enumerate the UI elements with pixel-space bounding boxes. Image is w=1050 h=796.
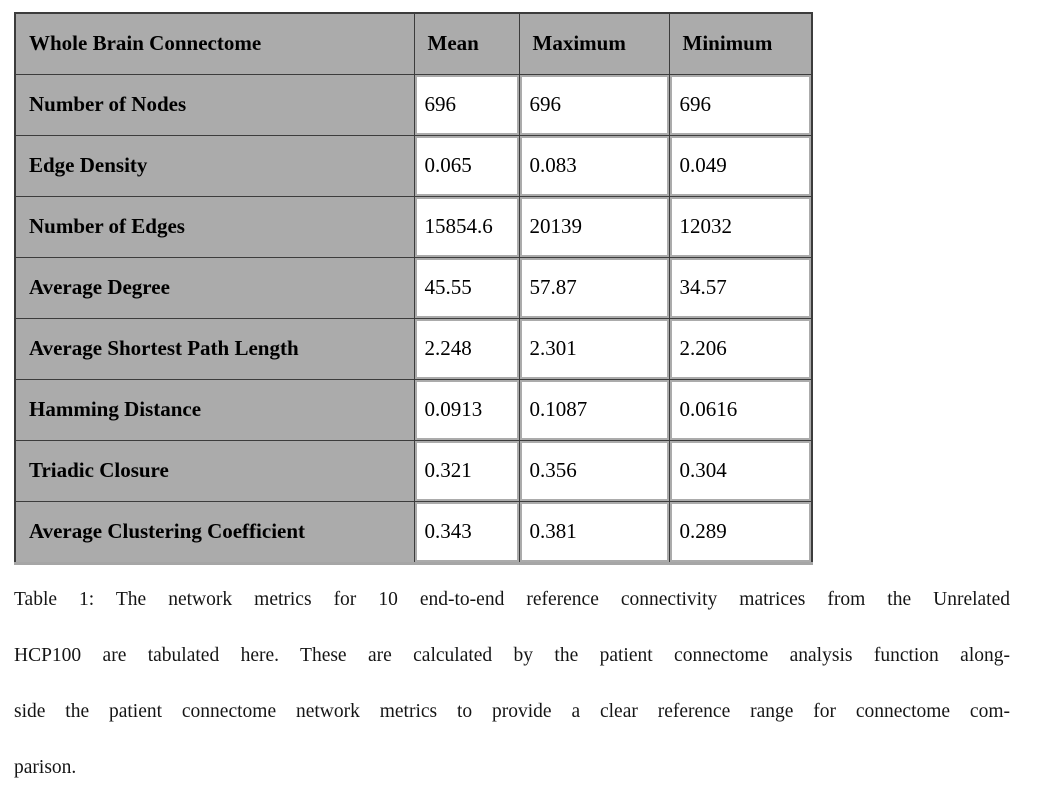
row-label: Edge Density [14,135,415,197]
metrics-table: Whole Brain Connectome Mean Maximum Mini… [14,12,813,565]
row-label: Average Clustering Coefficient [14,501,415,564]
table-row-average-degree: Average Degree 45.55 57.87 34.57 [14,257,813,319]
caption-line-4: parison. [14,757,77,778]
caption-line-2: HCP100 are tabulated here. These are cal… [14,645,1010,666]
cell-minimum: 696 [668,74,813,136]
table-row-edge-density: Edge Density 0.065 0.083 0.049 [14,135,813,197]
cell-minimum: 0.0616 [668,379,813,441]
table-caption: Table 1: The network metrics for 10 end-… [14,572,1010,796]
header-cell-mean: Mean [413,12,520,75]
row-label: Number of Edges [14,196,415,258]
cell-maximum: 0.1087 [518,379,670,441]
table-row-average-clustering-coefficient: Average Clustering Coefficient 0.343 0.3… [14,501,813,564]
header-cell-whole-brain-connectome: Whole Brain Connectome [14,12,415,75]
cell-mean: 0.343 [413,501,520,564]
row-label: Average Shortest Path Length [14,318,415,380]
caption-line-1: Table 1: The network metrics for 10 end-… [14,589,1010,610]
row-label: Number of Nodes [14,74,415,136]
cell-mean: 0.321 [413,440,520,502]
table-row-number-of-edges: Number of Edges 15854.6 20139 12032 [14,196,813,258]
caption-line-3: side the patient connectome network metr… [14,701,1010,722]
cell-maximum: 2.301 [518,318,670,380]
cell-mean: 0.0913 [413,379,520,441]
cell-minimum: 0.289 [668,501,813,564]
row-label: Average Degree [14,257,415,319]
cell-minimum: 2.206 [668,318,813,380]
paper-figure-area: Whole Brain Connectome Mean Maximum Mini… [14,12,1014,796]
header-cell-minimum: Minimum [668,12,813,75]
cell-minimum: 12032 [668,196,813,258]
cell-mean: 0.065 [413,135,520,197]
cell-mean: 696 [413,74,520,136]
row-label: Triadic Closure [14,440,415,502]
cell-minimum: 0.304 [668,440,813,502]
cell-maximum: 696 [518,74,670,136]
row-label: Hamming Distance [14,379,415,441]
document-page: { "chart_data": { "type": "table", "titl… [14,12,1010,778]
cell-mean: 15854.6 [413,196,520,258]
cell-maximum: 0.381 [518,501,670,564]
table-row-hamming-distance: Hamming Distance 0.0913 0.1087 0.0616 [14,379,813,441]
table-row-average-shortest-path-length: Average Shortest Path Length 2.248 2.301… [14,318,813,380]
cell-maximum: 20139 [518,196,670,258]
cell-mean: 45.55 [413,257,520,319]
header-cell-maximum: Maximum [518,12,670,75]
table-row-number-of-nodes: Number of Nodes 696 696 696 [14,74,813,136]
cell-mean: 2.248 [413,318,520,380]
cell-maximum: 0.356 [518,440,670,502]
cell-maximum: 57.87 [518,257,670,319]
cell-minimum: 34.57 [668,257,813,319]
cell-maximum: 0.083 [518,135,670,197]
cell-minimum: 0.049 [668,135,813,197]
table-row-triadic-closure: Triadic Closure 0.321 0.356 0.304 [14,440,813,502]
table-header-row: Whole Brain Connectome Mean Maximum Mini… [14,12,813,75]
